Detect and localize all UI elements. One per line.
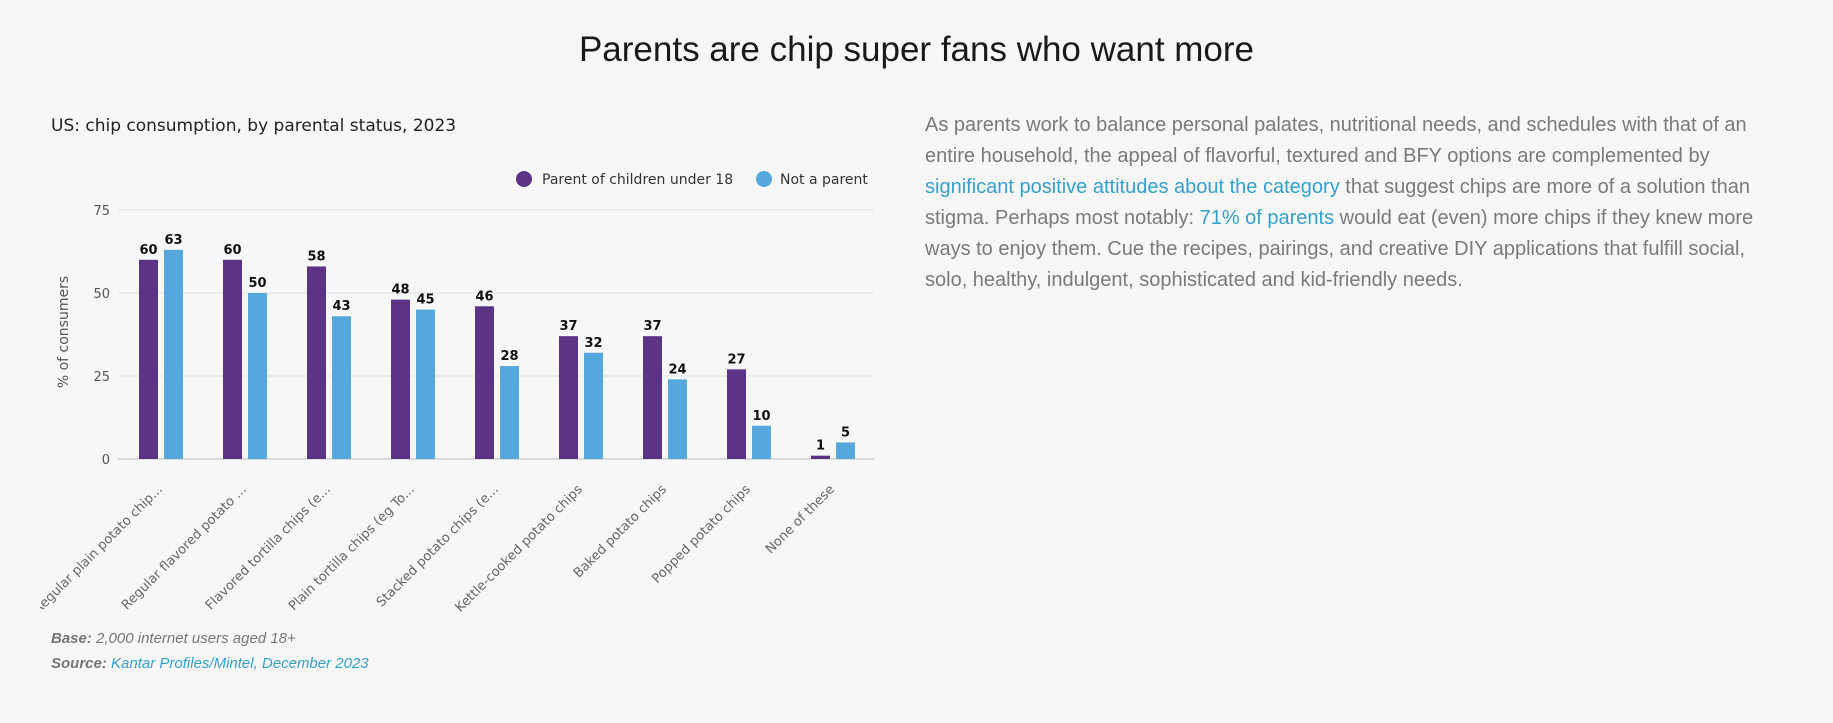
- bar: [332, 316, 351, 459]
- data-label: 46: [475, 289, 493, 304]
- data-label: 37: [559, 319, 577, 334]
- commentary-text-3: would eat (even) more chips if they knew…: [925, 207, 1754, 291]
- bar: [164, 249, 183, 459]
- bar: [836, 442, 855, 459]
- base-label: Base:: [51, 630, 92, 647]
- data-label: 37: [643, 319, 661, 334]
- data-label: 60: [139, 243, 157, 258]
- bar: [223, 259, 242, 459]
- bar: [559, 336, 578, 459]
- data-label: 50: [248, 276, 266, 291]
- y-tick-label: 25: [93, 370, 110, 385]
- source-link[interactable]: Kantar Profiles/Mintel, December 2023: [111, 655, 369, 672]
- data-label: 27: [727, 352, 745, 367]
- source-note: Source: Kantar Profiles/Mintel, December…: [51, 655, 369, 672]
- data-label: 48: [391, 283, 409, 298]
- legend-swatch: [516, 171, 532, 187]
- commentary-paragraph: As parents work to balance personal pala…: [925, 110, 1770, 296]
- bar: [727, 369, 746, 459]
- x-tick-label: Baked potato chips: [571, 482, 670, 581]
- bar: [752, 425, 771, 459]
- data-label: 5: [841, 425, 850, 440]
- data-label: 60: [223, 243, 241, 258]
- legend-label: Not a parent: [780, 172, 868, 188]
- data-label: 58: [307, 249, 325, 264]
- bar: [811, 455, 830, 459]
- y-axis-label: % of consumers: [56, 276, 72, 388]
- x-tick-label: Popped potato chips: [649, 482, 754, 587]
- parents-71-link[interactable]: 71% of parents: [1199, 207, 1335, 229]
- commentary-text-2: that suggest chips are more of a solutio…: [925, 176, 1750, 229]
- bar: [139, 259, 158, 459]
- data-label: 45: [416, 293, 434, 308]
- y-tick-label: 50: [93, 287, 110, 302]
- bar: [500, 366, 519, 459]
- base-note: Base: 2,000 internet users aged 18+: [51, 630, 296, 647]
- page-title: Parents are chip super fans who want mor…: [578, 30, 1255, 69]
- legend-label: Parent of children under 18: [542, 172, 733, 188]
- data-label: 1: [816, 439, 825, 454]
- bar: [475, 306, 494, 459]
- bar: [643, 336, 662, 459]
- x-tick-label: None of these: [763, 482, 838, 557]
- data-label: 10: [752, 409, 770, 424]
- bar: [668, 379, 687, 459]
- chart-title: US: chip consumption, by parental status…: [51, 116, 457, 136]
- x-tick-label: Regular plain potato chip...: [40, 482, 166, 617]
- data-label: 32: [584, 336, 602, 351]
- base-text: 2,000 internet users aged 18+: [96, 630, 296, 647]
- data-label: 24: [668, 362, 686, 377]
- bar: [248, 293, 267, 459]
- positive-attitudes-link[interactable]: significant positive attitudes about the…: [925, 176, 1340, 198]
- bar: [307, 266, 326, 459]
- data-label: 63: [164, 233, 182, 248]
- legend-swatch: [756, 171, 772, 187]
- bar-chart: 0 25 50 75 % of consumers Parent of children …: [40, 171, 874, 617]
- bar: [416, 309, 435, 459]
- y-tick-label: 75: [93, 204, 110, 219]
- data-label: 43: [332, 299, 350, 314]
- y-tick-label: 0: [102, 453, 110, 468]
- source-label: Source:: [51, 655, 107, 672]
- data-label: 28: [500, 349, 518, 364]
- bar: [584, 352, 603, 459]
- commentary-text-1: As parents work to balance personal pala…: [925, 114, 1747, 167]
- bar: [391, 299, 410, 459]
